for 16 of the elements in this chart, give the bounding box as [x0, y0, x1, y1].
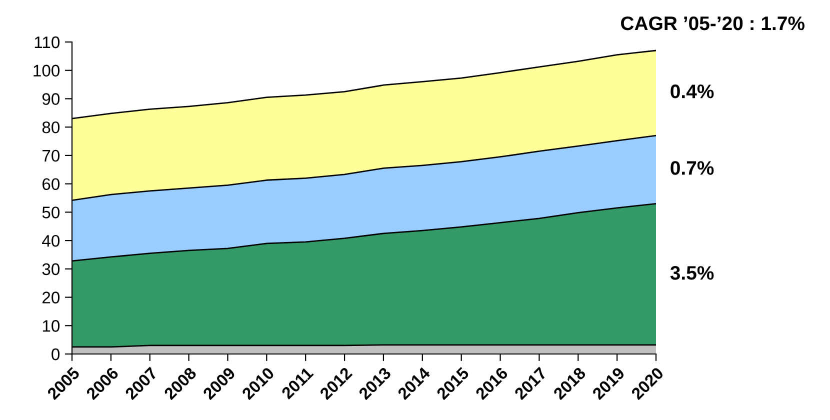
- y-tick-label: 110: [34, 36, 60, 48]
- y-tick-label: 60: [42, 178, 60, 190]
- annotation: 0.7%: [670, 161, 714, 175]
- y-tick-label: 10: [42, 320, 60, 332]
- y-tick-label: 20: [42, 292, 60, 304]
- y-tick-label: 70: [42, 150, 60, 162]
- y-tick-label: 100: [34, 64, 60, 77]
- text: CAGR ’05-’20 : 1.7%: [621, 16, 804, 30]
- y-tick-label: 90: [42, 93, 60, 105]
- annotation: 0.4%: [670, 84, 714, 98]
- y-tick-label: 80: [42, 121, 60, 134]
- y-tick-label: 30: [42, 263, 60, 276]
- annotation: 3.5%: [670, 266, 714, 280]
- y-tick-label: 50: [42, 206, 60, 218]
- y-tick-label: 0: [52, 348, 60, 360]
- y-tick-label: 40: [42, 234, 60, 247]
